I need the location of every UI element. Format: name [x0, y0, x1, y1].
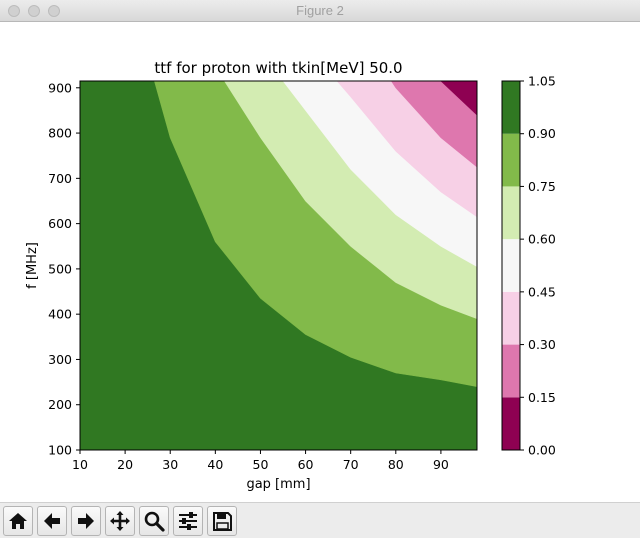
x-tick-label: 50 [253, 457, 269, 472]
colorbar-frame [501, 80, 521, 451]
figure-canvas[interactable]: 10 20 30 40 50 60 70 80 90 100 200 300 400 500 600 700 8… [0, 22, 640, 502]
x-tick-label: 40 [207, 457, 223, 472]
zoom-button[interactable] [139, 506, 169, 536]
colorbar-segment-0.30-0.45 [502, 291, 520, 345]
x-tick-label: 10 [72, 457, 88, 472]
navigation-toolbar [0, 502, 640, 538]
colorbar-tick-label: 0.90 [528, 126, 556, 141]
y-tick-label: 600 [48, 216, 72, 231]
y-tick-label: 500 [48, 261, 72, 276]
pan-icon [110, 511, 130, 531]
close-window-button[interactable] [8, 5, 20, 17]
zoom-window-button[interactable] [48, 5, 60, 17]
back-arrow-icon [44, 513, 60, 529]
save-icon [213, 512, 232, 531]
colorbar-tick-label: 0.00 [528, 443, 556, 458]
window-titlebar: Figure 2 [0, 0, 640, 22]
colorbar-tick-label: 1.05 [528, 74, 556, 89]
pan-button[interactable] [105, 506, 135, 536]
colorbar-tick-label: 0.60 [528, 232, 556, 247]
save-button[interactable] [207, 506, 237, 536]
colorbar-tick-label: 0.15 [528, 390, 556, 405]
x-tick-label: 90 [433, 457, 449, 472]
home-icon [9, 513, 27, 529]
colorbar-tick-label: 0.75 [528, 179, 556, 194]
contour-chart: 10 20 30 40 50 60 70 80 90 100 200 300 400 500 600 700 8… [25, 59, 556, 492]
forward-arrow-icon [78, 513, 94, 529]
y-tick-label: 100 [48, 443, 72, 458]
forward-button[interactable] [71, 506, 101, 536]
zoom-icon [144, 511, 165, 532]
configure-subplots-icon [179, 512, 197, 530]
chart-title: ttf for proton with tkin[MeV] 50.0 [154, 59, 402, 77]
colorbar-segment-0.75-0.90 [502, 133, 520, 187]
y-tick-label: 300 [48, 352, 72, 367]
y-tick-label: 800 [48, 126, 72, 141]
y-axis-label: f [MHz] [25, 242, 40, 289]
x-tick-label: 80 [388, 457, 404, 472]
x-tick-label: 70 [343, 457, 359, 472]
x-axis-label: gap [mm] [246, 477, 310, 492]
minimize-window-button[interactable] [28, 5, 40, 17]
x-tick-label: 20 [117, 457, 133, 472]
y-tick-label: 900 [48, 80, 72, 95]
colorbar-segment-0.00-0.15 [502, 397, 520, 450]
configure-subplots-button[interactable] [173, 506, 203, 536]
x-tick-label: 30 [162, 457, 178, 472]
y-tick-label: 400 [48, 307, 72, 322]
colorbar-segment-0.45-0.60 [502, 239, 520, 292]
colorbar-tick-label: 0.30 [528, 337, 556, 352]
back-button[interactable] [37, 506, 67, 536]
window-title: Figure 2 [296, 3, 344, 18]
colorbar-segment-0.15-0.30 [502, 344, 520, 398]
plot-frame [79, 80, 478, 451]
x-tick-label: 60 [298, 457, 314, 472]
colorbar-tick-label: 0.45 [528, 284, 556, 299]
y-tick-label: 700 [48, 171, 72, 186]
home-button[interactable] [3, 506, 33, 536]
y-tick-label: 200 [48, 397, 72, 412]
colorbar-segment-0.60-0.75 [502, 186, 520, 240]
colorbar-segment-0.90-1.05 [502, 81, 520, 134]
